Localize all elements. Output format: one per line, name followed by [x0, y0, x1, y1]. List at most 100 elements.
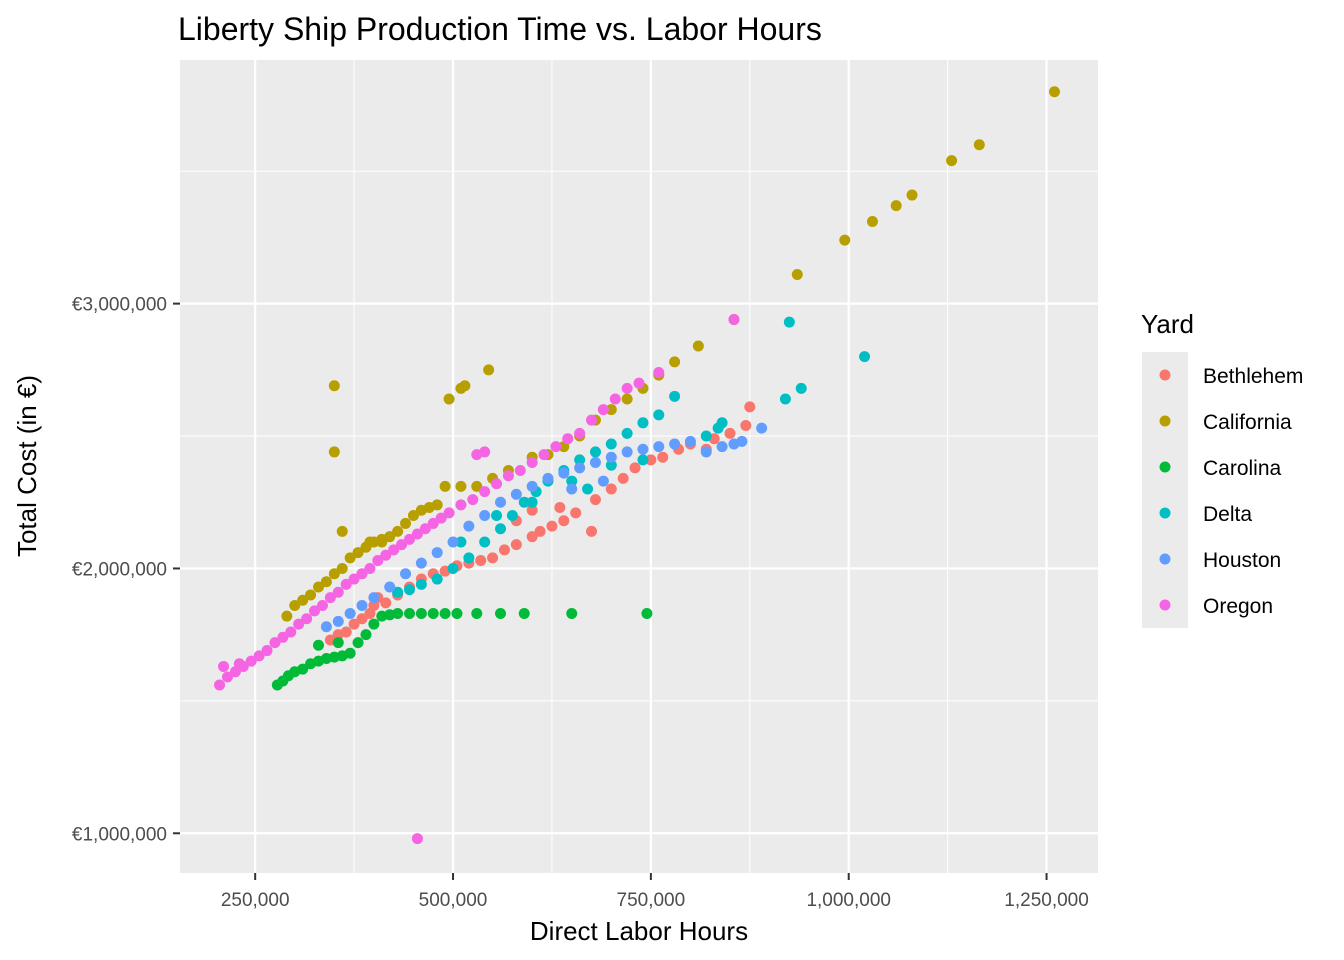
data-point	[684, 435, 696, 447]
data-point	[419, 523, 431, 535]
data-point	[407, 509, 419, 521]
data-point	[447, 562, 459, 574]
data-point	[305, 589, 317, 601]
data-point	[597, 475, 609, 487]
data-point	[332, 637, 344, 649]
data-point	[487, 552, 499, 564]
legend-key-delta	[1159, 507, 1171, 519]
data-point	[336, 562, 348, 574]
data-point	[309, 605, 321, 617]
data-point	[617, 472, 629, 484]
y-axis-title: Total Cost (in €)	[12, 375, 42, 557]
x-axis-title: Direct Labor Hours	[530, 916, 748, 946]
data-point	[506, 509, 518, 521]
data-point	[586, 414, 598, 426]
data-point	[364, 536, 376, 548]
data-point	[443, 393, 455, 405]
data-point	[467, 494, 479, 506]
legend-label: Oregon	[1203, 595, 1273, 618]
data-point	[261, 645, 273, 657]
data-point	[411, 528, 423, 540]
legend-label: Bethlehem	[1203, 365, 1303, 388]
data-point	[455, 536, 467, 548]
data-point	[344, 607, 356, 619]
data-point	[479, 446, 491, 458]
legend-key-carolina	[1159, 461, 1171, 473]
legend: Yard Bethlehem California Carolina Delta Hou…	[1141, 309, 1303, 628]
legend-key-oregon	[1159, 599, 1171, 611]
data-point	[566, 475, 578, 487]
data-point	[431, 499, 443, 511]
data-point	[380, 549, 392, 561]
data-point	[404, 607, 415, 619]
data-point	[621, 446, 633, 458]
x-tick-label: 1,000,000	[806, 890, 891, 911]
data-point	[621, 382, 633, 394]
data-point	[352, 547, 364, 559]
data-point	[518, 607, 530, 619]
legend-key-background	[1142, 352, 1188, 628]
data-point	[586, 525, 598, 537]
data-point	[277, 631, 289, 643]
data-point	[744, 401, 756, 413]
legend-items: Bethlehem California Carolina Delta Houston O…	[1159, 365, 1303, 618]
data-point	[566, 483, 578, 495]
data-point	[285, 626, 297, 638]
data-point	[392, 525, 404, 537]
legend-key-houston	[1159, 553, 1171, 565]
chart-title: Liberty Ship Production Time vs. Labor H…	[178, 11, 822, 47]
data-point	[297, 663, 309, 675]
data-point	[491, 509, 503, 521]
data-point	[340, 626, 352, 638]
data-point	[245, 655, 257, 667]
data-point	[384, 581, 396, 593]
y-tick-label: €2,000,000	[72, 559, 167, 580]
data-point	[605, 438, 617, 450]
data-point	[344, 552, 356, 564]
data-point	[562, 433, 574, 445]
data-point	[546, 520, 558, 532]
x-axis: 250,000 500,000 750,000 1,000,000 1,250,000	[221, 873, 1089, 911]
data-point	[328, 568, 340, 580]
data-point	[491, 478, 503, 490]
data-point	[534, 525, 546, 537]
data-point	[597, 404, 609, 416]
data-point	[316, 600, 328, 612]
data-point	[356, 613, 368, 625]
data-point	[471, 607, 483, 619]
data-point	[348, 618, 360, 630]
data-point	[336, 525, 348, 537]
data-point	[233, 658, 245, 670]
data-point	[637, 443, 649, 455]
data-point	[356, 568, 368, 580]
data-point	[621, 393, 633, 405]
y-axis: €1,000,000 €2,000,000 €3,000,000	[72, 295, 180, 845]
data-point	[415, 557, 427, 569]
data-point	[435, 512, 447, 524]
data-point	[526, 496, 538, 508]
y-tick-label: €3,000,000	[72, 295, 167, 316]
data-point	[653, 366, 665, 378]
data-point	[328, 380, 340, 392]
data-point	[368, 600, 380, 612]
data-point	[740, 419, 752, 431]
data-point	[463, 520, 475, 532]
x-tick-label: 1,250,000	[1004, 890, 1089, 911]
data-point	[221, 671, 233, 683]
data-point	[439, 607, 451, 619]
data-point	[427, 607, 439, 619]
data-point	[795, 382, 807, 394]
data-point	[526, 457, 538, 469]
data-point	[269, 637, 281, 649]
legend-label: Carolina	[1203, 457, 1282, 480]
data-point	[483, 364, 495, 376]
data-point	[431, 547, 443, 559]
data-point	[669, 438, 681, 450]
data-point	[495, 607, 507, 619]
data-point	[700, 446, 712, 458]
legend-label: Houston	[1203, 549, 1281, 572]
legend-key-bethlehem	[1159, 369, 1171, 381]
data-point	[728, 314, 740, 326]
